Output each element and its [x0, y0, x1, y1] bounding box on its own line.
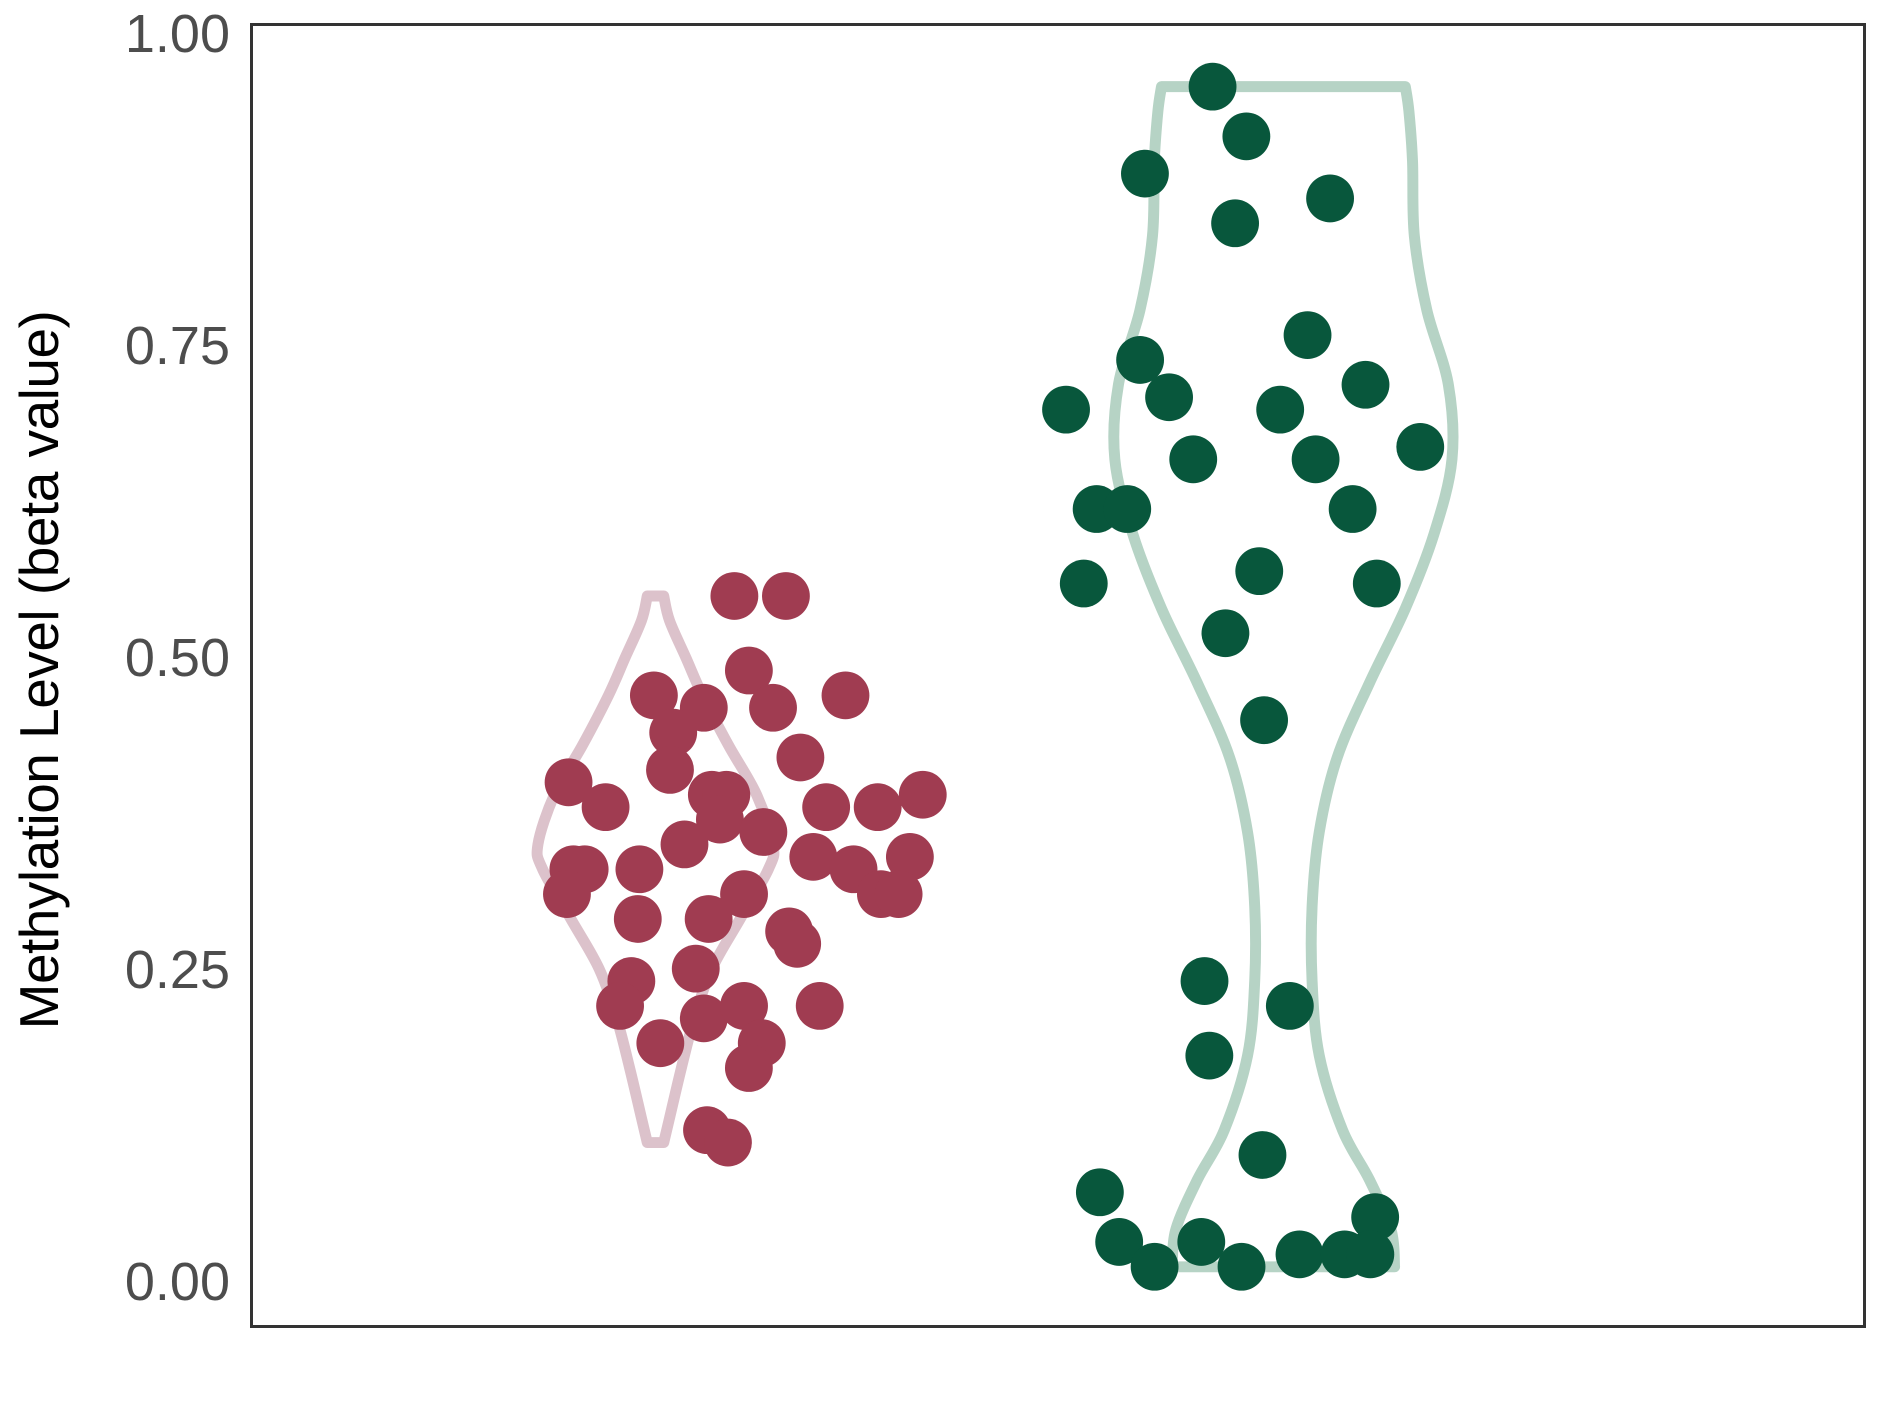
- data-point: [710, 572, 759, 620]
- y-axis-label-container: Methylation Level (beta value): [0, 0, 78, 1340]
- y-axis-ticks: 1.00 0.75 0.50 0.25 0.00: [70, 0, 319, 1417]
- data-point: [1185, 1031, 1234, 1080]
- y-tick-label-4: 0.00: [124, 1252, 230, 1312]
- data-point: [1130, 1242, 1179, 1291]
- data-point: [544, 758, 593, 807]
- data-point: [1211, 199, 1260, 248]
- y-axis-label: Methylation Level (beta value): [8, 310, 70, 1030]
- violin-shapes: [531, 81, 1459, 1273]
- data-point: [1235, 547, 1284, 596]
- data-point: [1306, 174, 1354, 223]
- data-point: [615, 845, 664, 894]
- data-point: [695, 795, 744, 844]
- data-point: [1346, 1230, 1395, 1279]
- data-point: [636, 1019, 685, 1068]
- data-point: [1116, 336, 1165, 384]
- data-point: [596, 982, 644, 1030]
- data-point: [1201, 609, 1250, 658]
- data-point: [1121, 149, 1169, 198]
- data-point: [1396, 423, 1445, 471]
- data-point: [1217, 1242, 1266, 1291]
- data-point: [1240, 696, 1288, 745]
- data-point: [684, 895, 733, 943]
- data-point: [1265, 982, 1314, 1030]
- data-point: [646, 745, 694, 794]
- data-point: [1042, 385, 1090, 434]
- data-point: [1145, 373, 1193, 422]
- data-point: [649, 708, 698, 757]
- data-point: [720, 982, 768, 1030]
- data-point: [821, 671, 870, 720]
- data-point: [795, 982, 844, 1030]
- y-tick-label-3: 0.25: [124, 940, 230, 1000]
- y-tick-label-1: 0.75: [124, 316, 230, 376]
- data-point: [679, 994, 728, 1043]
- data-point: [789, 832, 838, 881]
- data-point: [1095, 1218, 1144, 1266]
- y-tick-label-0: 1.00: [124, 4, 230, 64]
- data-point: [1177, 1218, 1226, 1266]
- data-point: [1291, 435, 1340, 484]
- plot-canvas: [531, 62, 1459, 1291]
- data-point: [773, 919, 822, 968]
- data-point: [1222, 112, 1271, 161]
- data-point: [581, 783, 630, 832]
- data-point: [885, 832, 934, 881]
- data-point: [802, 783, 851, 832]
- data-point: [660, 820, 709, 869]
- data-point: [543, 870, 591, 918]
- data-point: [1351, 1193, 1400, 1241]
- data-point: [613, 895, 662, 943]
- data-point: [1283, 311, 1332, 359]
- data-point: [898, 770, 947, 819]
- data-point: [749, 683, 797, 732]
- data-point: [1256, 385, 1305, 434]
- data-point: [724, 646, 773, 695]
- data-point: [1059, 559, 1108, 608]
- data-point: [724, 1044, 773, 1092]
- data-point: [874, 870, 923, 918]
- data-point: [1275, 1230, 1324, 1279]
- data-point: [629, 671, 678, 720]
- data-point: [1352, 559, 1401, 608]
- data-point: [739, 808, 788, 856]
- plot-panel: [250, 23, 1866, 1328]
- data-point: [671, 944, 720, 993]
- data-point: [1341, 360, 1390, 409]
- y-tick-label-2: 0.50: [124, 628, 230, 688]
- data-point: [1238, 1131, 1287, 1179]
- data-point: [1328, 485, 1377, 533]
- data-point: [1180, 957, 1229, 1005]
- data-point: [762, 572, 810, 620]
- violin-group-2: [1108, 81, 1459, 1273]
- data-point: [853, 783, 902, 832]
- data-point: [776, 733, 825, 782]
- data-points: [543, 62, 1445, 1291]
- data-point: [1169, 435, 1218, 484]
- data-point: [720, 870, 768, 918]
- data-point: [1103, 485, 1152, 533]
- data-point: [1075, 1168, 1124, 1217]
- data-point: [1188, 62, 1237, 111]
- data-point: [704, 1118, 752, 1167]
